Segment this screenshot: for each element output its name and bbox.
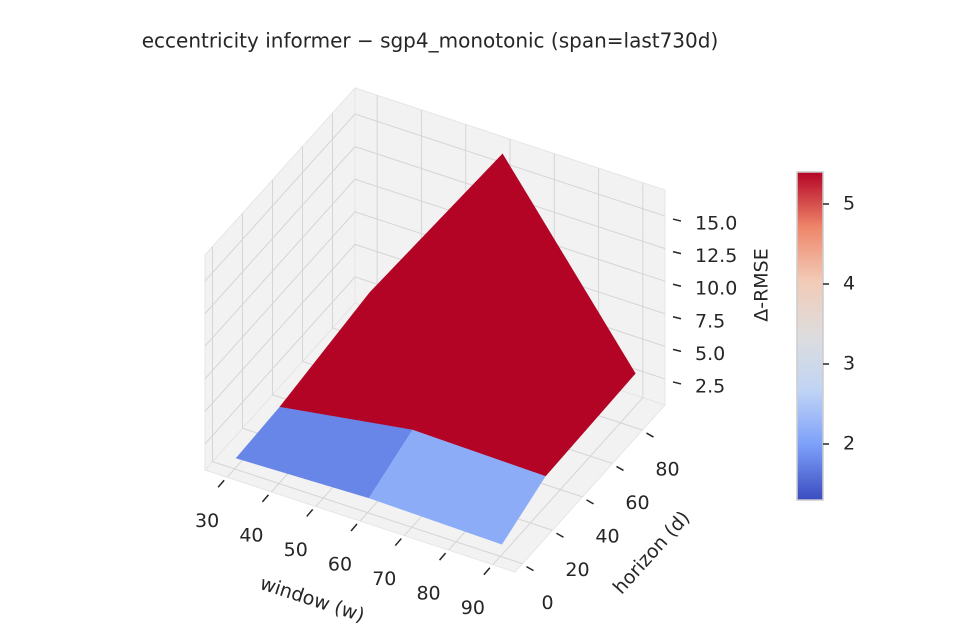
z-tick-label: 2.5	[695, 375, 725, 397]
x-tick	[394, 538, 402, 547]
y-tick	[586, 499, 594, 505]
y-axis-label: horizon (d)	[609, 507, 694, 599]
z-axis-label: Δ-RMSE	[751, 248, 773, 322]
y-tick	[616, 465, 624, 472]
surface-facet	[368, 429, 546, 545]
y-tick	[556, 532, 564, 538]
z-tick	[672, 218, 682, 222]
colorbar-tick-label: 4	[843, 273, 855, 295]
x-tick-label: 60	[328, 554, 352, 576]
x-tick-label: 80	[416, 583, 440, 605]
colorbar	[796, 171, 824, 501]
y-tick-label: 0	[541, 592, 553, 614]
grid-line	[492, 182, 644, 566]
x-tick	[483, 567, 491, 576]
y-tick-label: 40	[595, 525, 619, 547]
z-tick	[672, 316, 682, 320]
x-tick-label: 30	[195, 510, 219, 532]
grid-line	[212, 246, 523, 565]
x-tick	[306, 508, 314, 517]
z-tick-label: 10.0	[695, 278, 737, 300]
x-tick	[217, 479, 225, 488]
y-tick-label: 20	[565, 559, 589, 581]
y-tick	[526, 565, 534, 572]
colorbar-tick-label: 5	[843, 193, 855, 215]
colorbar-tick-label: 3	[843, 353, 855, 375]
x-tick-label: 50	[284, 539, 308, 561]
y-tick-label: 80	[655, 459, 679, 481]
z-tick	[672, 348, 682, 353]
z-tick	[672, 283, 682, 287]
colorbar-tick-label: 2	[843, 433, 855, 455]
x-tick-label: 90	[461, 597, 485, 619]
z-tick-label: 5.0	[695, 343, 725, 365]
grid-line	[204, 113, 666, 282]
z-tick	[672, 381, 682, 385]
x-tick	[350, 523, 358, 532]
z-tick	[672, 250, 682, 255]
x-axis-label: window (w)	[257, 572, 367, 626]
x-tick	[261, 494, 269, 503]
grid-line	[204, 146, 666, 314]
z-tick-label: 15.0	[695, 213, 737, 235]
x-tick	[439, 552, 447, 561]
chart-title: eccentricity informer − sgp4_monotonic (…	[142, 29, 719, 53]
y-tick	[646, 432, 654, 438]
x-tick-label: 70	[372, 568, 396, 590]
z-tick-label: 12.5	[695, 245, 737, 267]
z-tick-label: 7.5	[695, 310, 725, 332]
y-tick-label: 60	[625, 492, 649, 514]
x-tick-label: 40	[239, 524, 263, 546]
grid-line	[204, 178, 666, 347]
